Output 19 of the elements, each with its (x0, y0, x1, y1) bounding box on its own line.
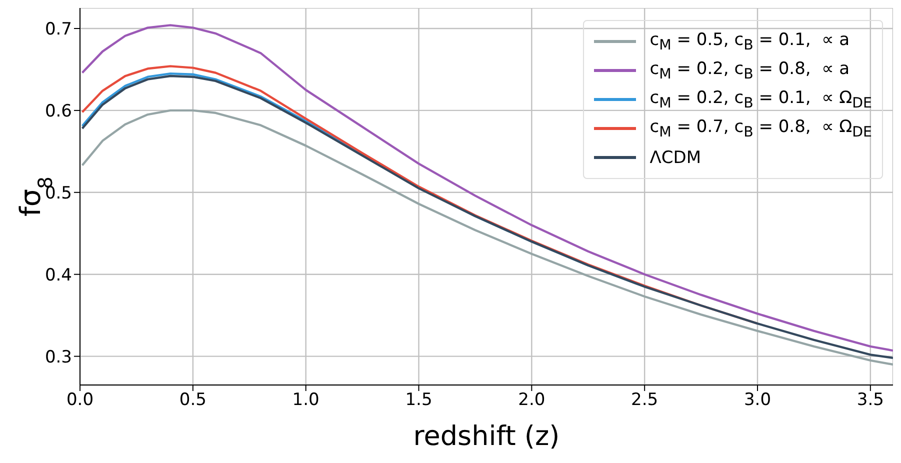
y-tick-label: 0.3 (44, 347, 72, 368)
y-tick-label: 0.4 (44, 265, 72, 286)
y-tick-label: 0.7 (44, 20, 72, 40)
x-tick-label: 0.0 (66, 390, 94, 410)
legend-label: ΛCDM (650, 148, 702, 168)
legend-label: c$_{M}$ = 0.7, c$_{B}$ = 0.8, ∝ Ω$_{DE}$ (650, 116, 872, 140)
x-tick-label: 2.5 (631, 390, 658, 410)
x-tick-label: 3.5 (856, 390, 884, 410)
x-tick-label: 1.0 (292, 390, 320, 410)
x-tick-label: 3.0 (744, 390, 772, 410)
x-tick-label: 2.0 (518, 390, 546, 410)
y-tick-label: 0.6 (44, 101, 72, 122)
legend-label: c$_{M}$ = 0.5, c$_{B}$ = 0.1, ∝ a (650, 30, 850, 54)
x-axis-title: redshift (z) (413, 421, 560, 452)
legend-label: c$_{M}$ = 0.2, c$_{B}$ = 0.8, ∝ a (650, 58, 850, 82)
x-tick-label: 0.5 (179, 390, 206, 410)
legend-label: c$_{M}$ = 0.2, c$_{B}$ = 0.1, ∝ Ω$_{DE}$ (650, 88, 872, 112)
line-series (81, 24, 893, 352)
x-tick-label: 1.5 (405, 390, 432, 410)
